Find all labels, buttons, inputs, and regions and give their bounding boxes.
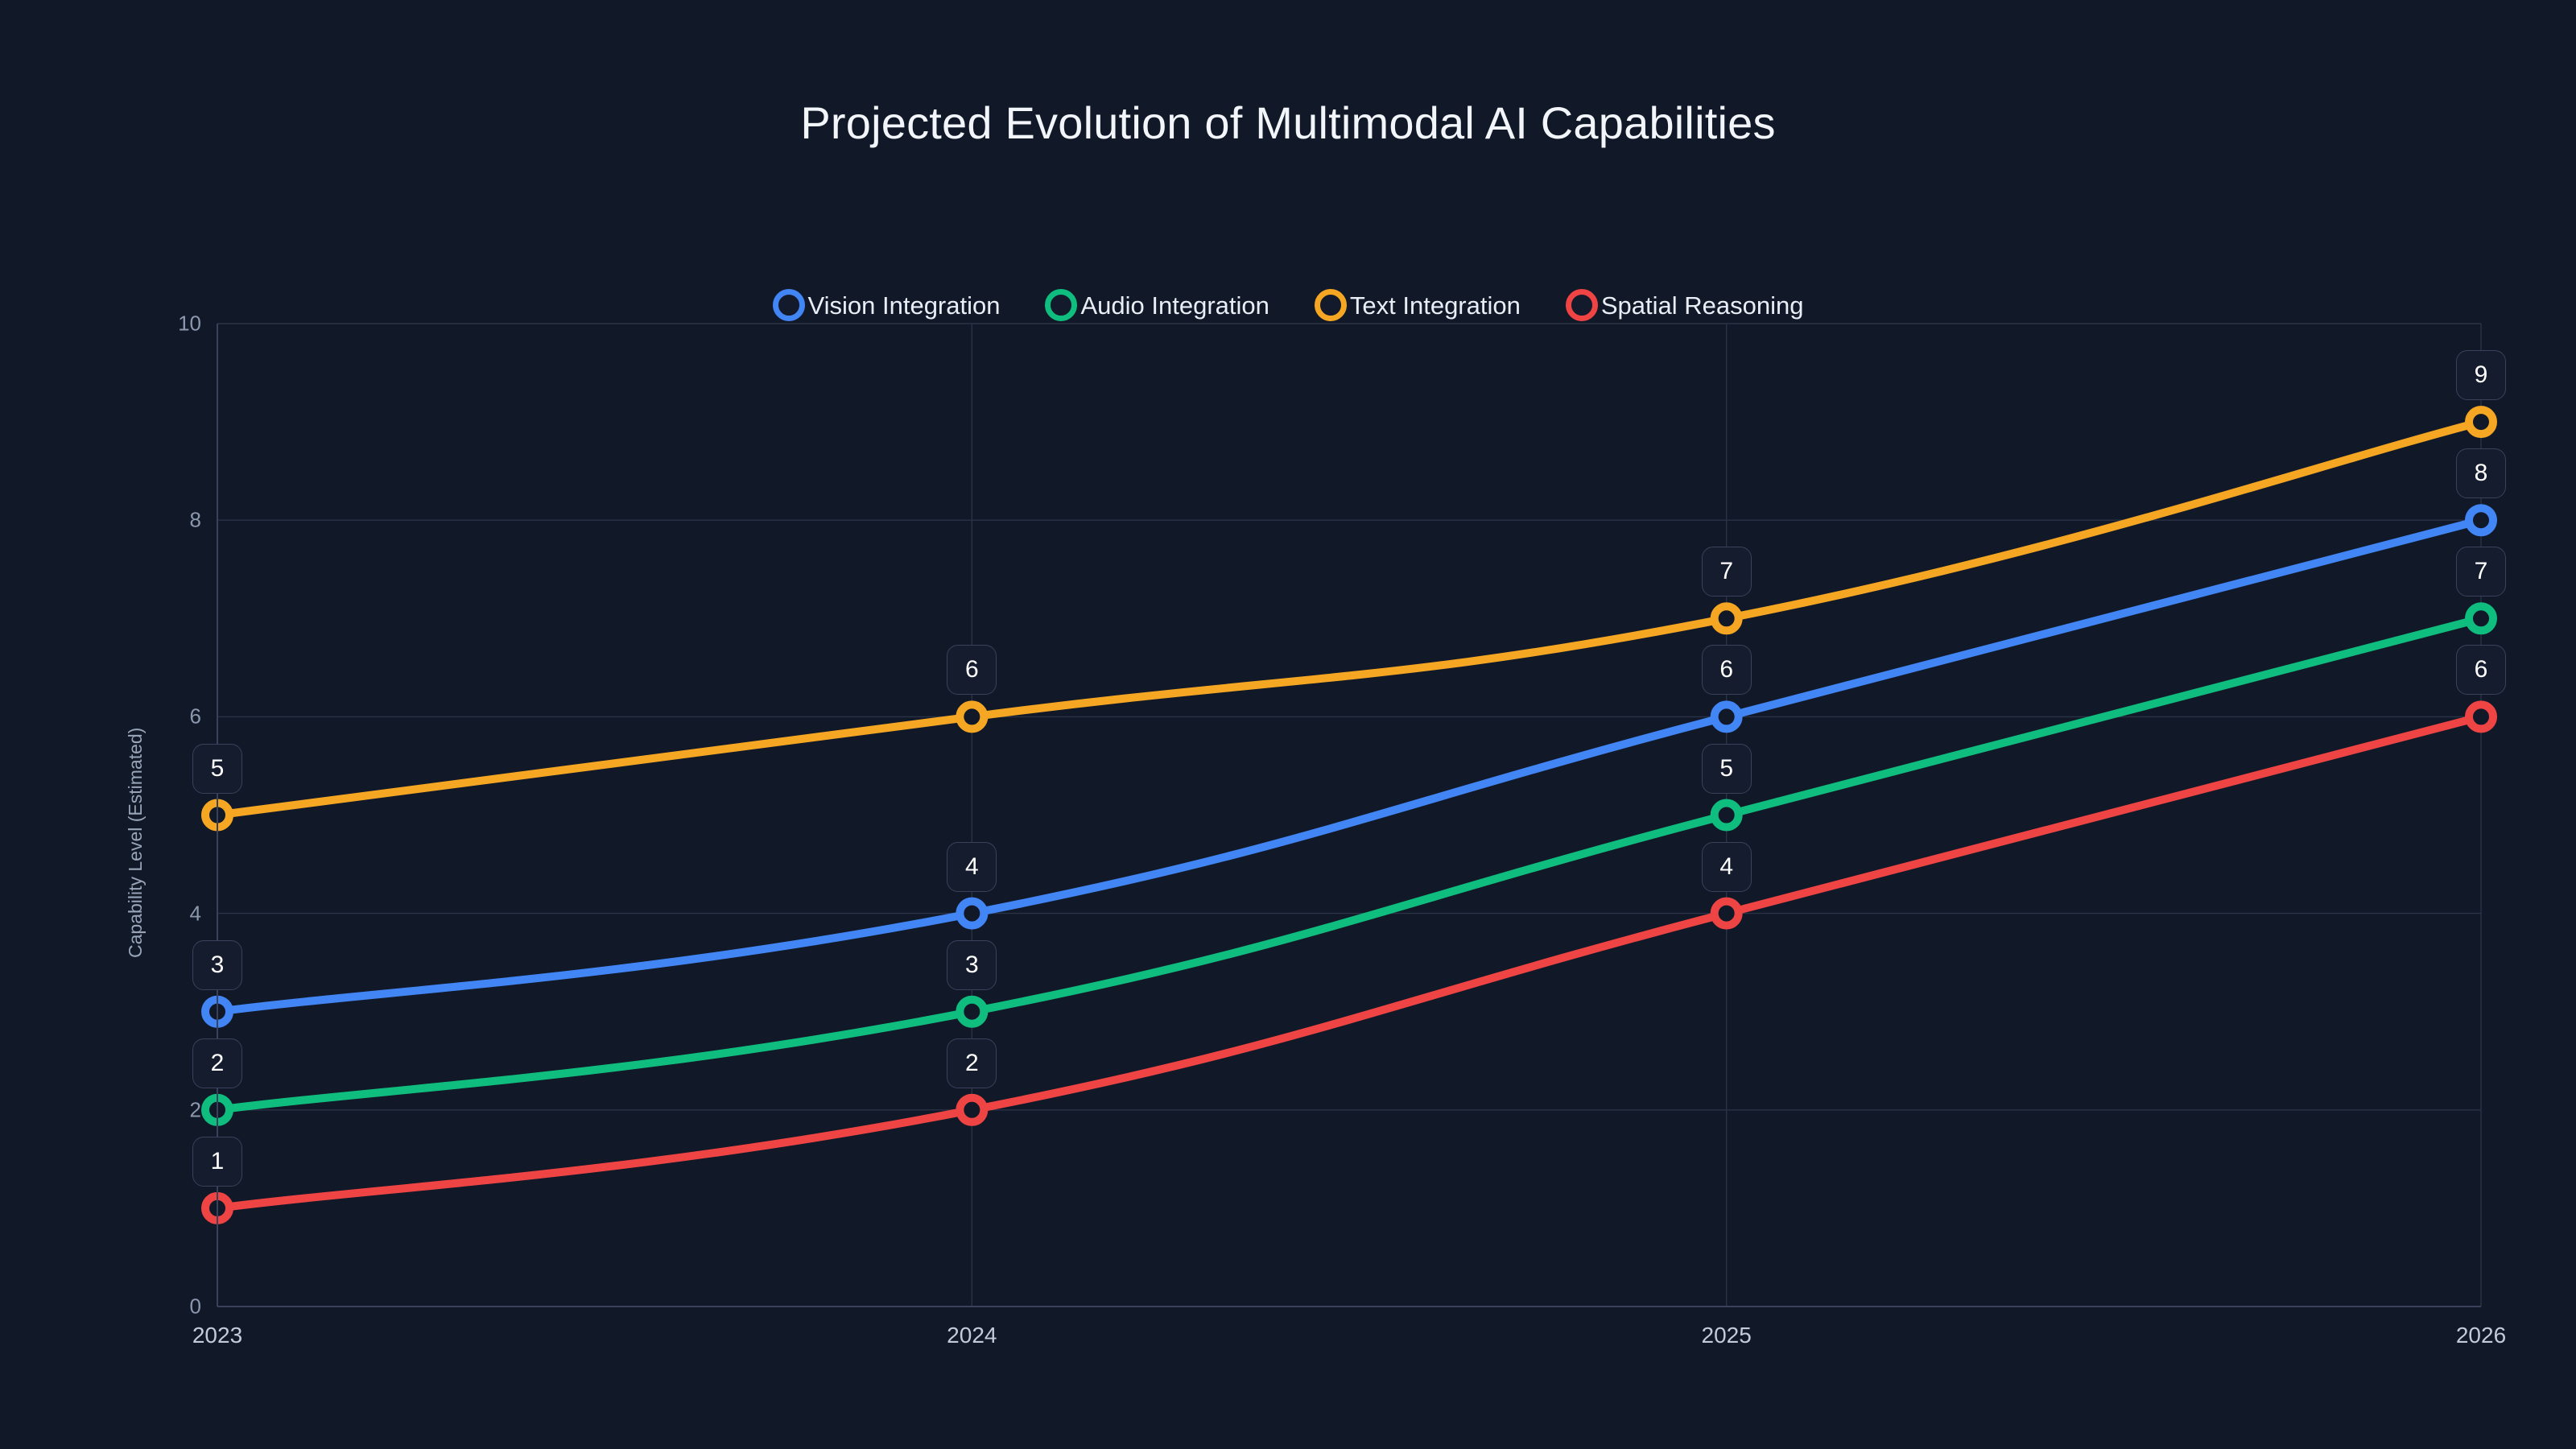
y-axis-title: Capability Level (Estimated): [125, 727, 146, 958]
data-point-value-label: 4: [947, 841, 997, 892]
series-line-1: [213, 614, 2485, 1114]
x-axis-tick-label: 2023: [192, 1323, 243, 1348]
data-point-2-3[interactable]: [2465, 406, 2497, 439]
x-axis-tick-label: 2026: [2455, 1323, 2507, 1348]
legend-item-2[interactable]: Text Integration: [1314, 287, 1521, 324]
data-point-value-label: 2: [192, 1038, 242, 1088]
data-point-3-1[interactable]: [956, 1093, 989, 1126]
data-point-value-label: 9: [2456, 350, 2506, 401]
page-title: Projected Evolution of Multimodal AI Cap…: [800, 97, 1776, 148]
ring-marker-icon: [1565, 289, 1598, 321]
data-point-2-2[interactable]: [1710, 602, 1743, 635]
series-line-0: [213, 516, 2485, 1016]
y-axis-tick-label: 8: [189, 507, 201, 532]
data-point-0-2[interactable]: [1710, 700, 1743, 733]
ring-marker-icon: [1314, 289, 1347, 321]
legend-item-label: Spatial Reasoning: [1600, 291, 1804, 320]
data-point-value-label: 2: [947, 1038, 997, 1088]
data-point-value-label: 5: [192, 743, 242, 794]
y-axis-tick-label: 6: [189, 704, 201, 729]
data-point-value-label: 4: [1701, 841, 1752, 892]
legend-item-1[interactable]: Audio Integration: [1045, 287, 1269, 324]
series-line-2: [213, 418, 2485, 819]
ring-marker-icon: [1045, 289, 1078, 321]
data-point-0-3[interactable]: [2465, 504, 2497, 537]
y-axis-tick-label: 2: [189, 1097, 201, 1122]
data-point-1-2[interactable]: [1710, 799, 1743, 832]
data-point-3-2[interactable]: [1710, 897, 1743, 930]
x-axis-tick-label: 2024: [947, 1323, 997, 1348]
data-point-value-label: 5: [1701, 743, 1752, 794]
data-point-value-label: 6: [2456, 645, 2506, 696]
data-point-2-1[interactable]: [956, 700, 989, 733]
data-point-value-label: 6: [1701, 645, 1752, 696]
ring-marker-icon: [772, 289, 805, 321]
data-point-value-label: 3: [947, 939, 997, 990]
y-axis-tick-label: 4: [189, 901, 201, 926]
x-axis-tick-label: 2025: [1701, 1323, 1752, 1348]
legend-item-label: Audio Integration: [1080, 291, 1269, 320]
data-point-value-label: 1: [192, 1136, 242, 1187]
series-line-3: [213, 712, 2485, 1212]
legend-item-label: Text Integration: [1349, 291, 1521, 320]
y-axis-tick-label: 0: [189, 1294, 201, 1319]
data-point-value-label: 7: [2456, 547, 2506, 597]
legend-item-3[interactable]: Spatial Reasoning: [1565, 287, 1804, 324]
data-point-value-label: 7: [1701, 547, 1752, 597]
legend-item-label: Vision Integration: [807, 291, 1001, 320]
data-point-0-1[interactable]: [956, 897, 989, 930]
data-point-value-label: 3: [192, 939, 242, 990]
data-point-1-3[interactable]: [2465, 602, 2497, 635]
legend-item-0[interactable]: Vision Integration: [772, 287, 1001, 324]
data-point-1-1[interactable]: [956, 995, 989, 1028]
data-point-value-label: 6: [947, 645, 997, 696]
data-point-value-label: 8: [2456, 448, 2506, 499]
chart-legend: Vision Integration Audio Integration Text …: [0, 287, 2576, 324]
y-axis-tick-label: 10: [178, 311, 201, 336]
data-point-3-3[interactable]: [2465, 700, 2497, 733]
